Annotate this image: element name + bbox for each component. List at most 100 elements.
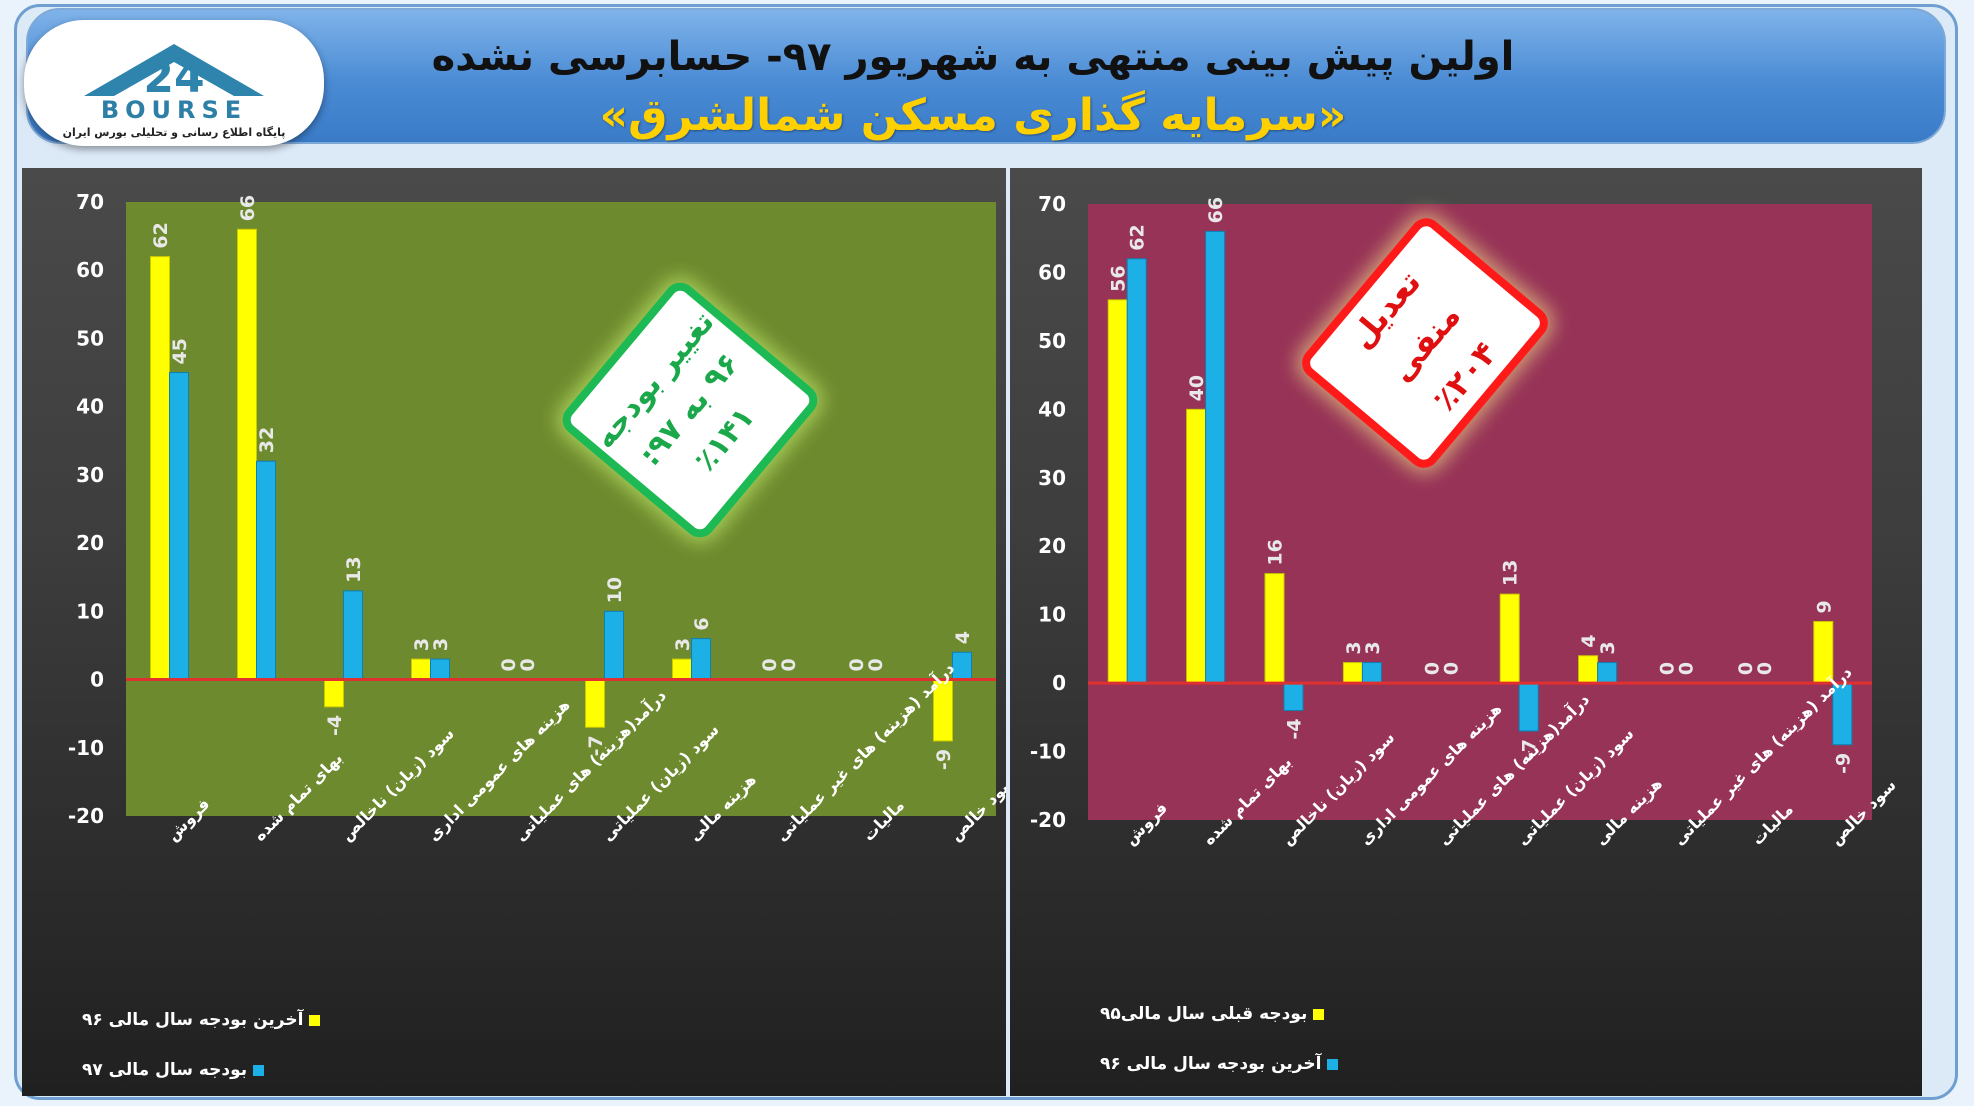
- data-label: 3: [430, 638, 452, 651]
- data-label: 3: [672, 638, 694, 651]
- y-tick-label: 20: [76, 531, 104, 555]
- y-tick-label: -20: [68, 804, 104, 828]
- bar-series-a: [411, 658, 431, 681]
- logo-icon: 24: [84, 44, 264, 103]
- y-tick-label: 40: [1038, 397, 1066, 421]
- bar-series-a: [1107, 299, 1128, 684]
- y-tick-label: 50: [1038, 329, 1066, 353]
- data-label: -7: [1519, 739, 1541, 760]
- data-label: 0: [1754, 662, 1776, 675]
- bar-series-b: [1361, 662, 1382, 684]
- data-label: 66: [237, 195, 259, 221]
- legend-item-left-1: آخرین بودجه سال مالی ۹۶: [82, 1010, 321, 1030]
- bar-series-a: [1499, 593, 1520, 684]
- bar-series-a: [150, 256, 170, 681]
- data-label: 9: [1813, 600, 1835, 613]
- logo-subtitle: پایگاه اطلاع رسانی و تحلیلی بورس ایران: [62, 126, 286, 139]
- data-label: 4: [1578, 634, 1600, 647]
- bar-series-a: [237, 228, 257, 681]
- data-label: 66: [1205, 197, 1227, 223]
- data-label: -4: [324, 715, 346, 736]
- y-tick-label: 20: [1038, 534, 1066, 558]
- data-label: 13: [343, 556, 365, 582]
- legend-swatch: [309, 1014, 321, 1026]
- y-tick-label: 10: [76, 599, 104, 623]
- y-tick-label: 10: [1038, 603, 1066, 627]
- legend-label: بودجه قبلی سال مالی۹۵: [1100, 1004, 1308, 1024]
- data-label: 0: [1440, 662, 1462, 675]
- y-tick-label: 0: [90, 668, 104, 692]
- bar-series-b: [1518, 682, 1539, 732]
- y-tick-label: 50: [76, 326, 104, 350]
- bar-series-a: [1186, 408, 1207, 684]
- data-label: 3: [1597, 641, 1619, 654]
- data-label: 3: [1343, 641, 1365, 654]
- data-label: 16: [1265, 539, 1287, 565]
- legend-swatch: [253, 1064, 265, 1076]
- bar-series-b: [691, 638, 711, 681]
- data-label: 0: [498, 658, 520, 671]
- legend-swatch: [1313, 1008, 1325, 1020]
- data-label: 0: [1421, 662, 1443, 675]
- data-label: 4: [952, 631, 974, 644]
- y-tick-label: -10: [68, 736, 104, 760]
- data-label: 62: [1127, 224, 1149, 250]
- data-label: 0: [517, 658, 539, 671]
- bar-series-b: [952, 651, 972, 681]
- data-label: 32: [256, 427, 278, 453]
- bar-series-b: [1126, 258, 1147, 684]
- legend-label: آخرین بودجه سال مالی ۹۶: [1100, 1054, 1322, 1074]
- data-label: 10: [604, 577, 626, 603]
- data-label: 13: [1500, 560, 1522, 586]
- data-label: 0: [1735, 662, 1757, 675]
- bar-series-a: [672, 658, 692, 681]
- legend-item-right-1: بودجه قبلی سال مالی۹۵: [1100, 1004, 1325, 1024]
- data-label: 0: [1676, 662, 1698, 675]
- y-tick-label: 0: [1052, 671, 1066, 695]
- company-title: «سرمایه گذاری مسکن شمالشرق»: [599, 90, 1347, 141]
- bar-series-a: [1342, 662, 1363, 684]
- y-tick-label: 30: [76, 463, 104, 487]
- bar-series-b: [256, 460, 276, 681]
- y-tick-label: 70: [1038, 192, 1066, 216]
- y-tick-label: 60: [1038, 260, 1066, 284]
- data-label: -4: [1284, 718, 1306, 739]
- y-tick-label: 30: [1038, 466, 1066, 490]
- logo-number: 24: [143, 52, 204, 103]
- bar-series-b: [1597, 662, 1618, 684]
- y-tick-label: 40: [76, 395, 104, 419]
- data-label: -7: [585, 735, 607, 756]
- header-banner: اولین پیش بینی منتهی به شهریور ۹۷- حسابر…: [26, 8, 1946, 144]
- bar-series-b: [604, 610, 624, 681]
- y-tick-label: 60: [76, 258, 104, 282]
- bar-series-b: [430, 658, 450, 681]
- bar-series-a: [1578, 655, 1599, 684]
- data-label: 62: [150, 222, 172, 248]
- bar-series-b: [1283, 682, 1304, 711]
- bar-series-b: [1205, 230, 1226, 684]
- legend-label: آخرین بودجه سال مالی ۹۶: [82, 1010, 304, 1030]
- y-tick-label: -20: [1030, 808, 1066, 832]
- data-label: 6: [691, 617, 713, 630]
- data-label: 0: [759, 658, 781, 671]
- page-title: اولین پیش بینی منتهی به شهریور ۹۷- حسابر…: [431, 34, 1515, 80]
- data-label: -9: [1832, 753, 1854, 774]
- bar-series-b: [343, 590, 363, 681]
- data-label: 56: [1108, 265, 1130, 291]
- bar-series-a: [1264, 573, 1285, 684]
- data-label: 40: [1186, 375, 1208, 401]
- bar-series-b: [169, 372, 189, 681]
- logo: 24 BOURSE پایگاه اطلاع رسانی و تحلیلی بو…: [24, 20, 324, 146]
- legend-item-right-2: آخرین بودجه سال مالی ۹۶: [1100, 1054, 1339, 1074]
- data-label: 0: [778, 658, 800, 671]
- bar-series-a: [585, 679, 605, 728]
- data-label: 3: [1362, 641, 1384, 654]
- data-label: 0: [865, 658, 887, 671]
- legend-swatch: [1327, 1058, 1339, 1070]
- data-label: 0: [846, 658, 868, 671]
- bar-series-a: [324, 679, 344, 708]
- y-tick-label: -10: [1030, 740, 1066, 764]
- data-label: 45: [169, 338, 191, 364]
